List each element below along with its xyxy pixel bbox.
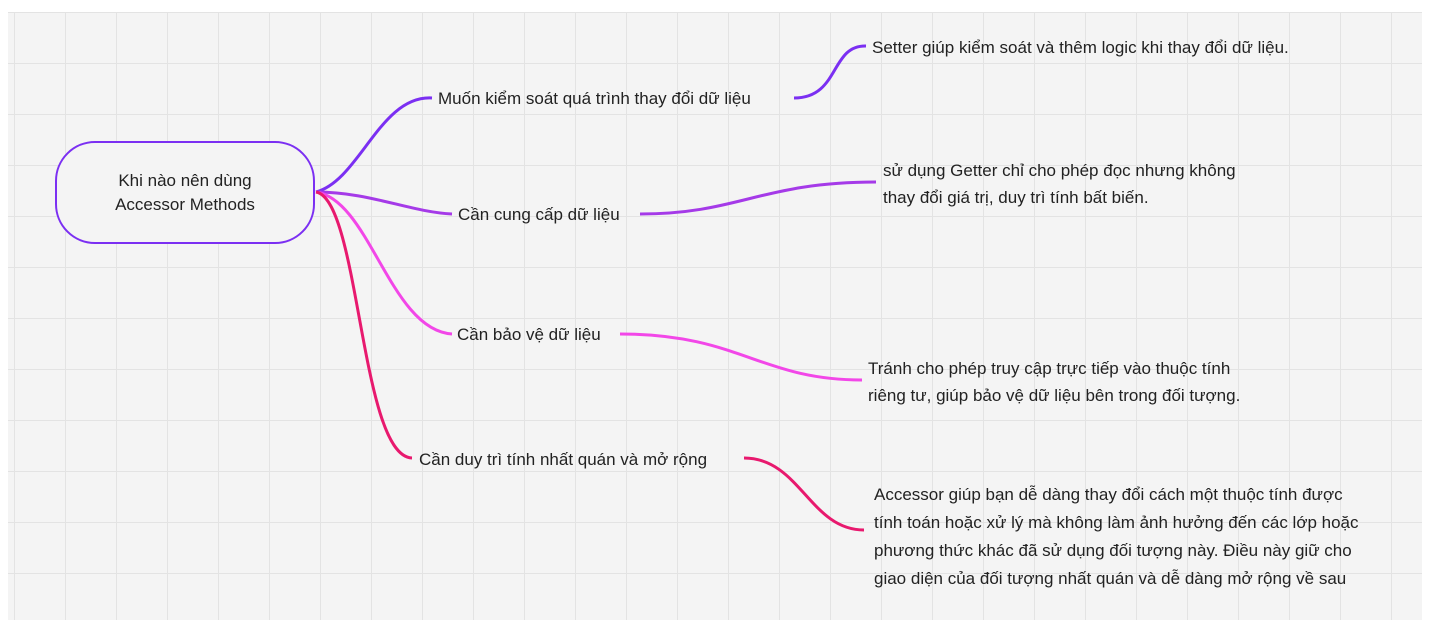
branch-1-label[interactable]: Muốn kiểm soát quá trình thay đổi dữ liệ… bbox=[438, 89, 751, 108]
branch-4-detail-line-4: giao diện của đối tượng nhất quán và dễ … bbox=[874, 569, 1347, 588]
branch-3-detail[interactable]: Tránh cho phép truy cập trực tiếp vào th… bbox=[868, 355, 1240, 409]
root-node-line-1: Khi nào nên dùng bbox=[118, 170, 252, 190]
connector-root-branch-1 bbox=[315, 96, 433, 194]
connector-branch-3-detail bbox=[619, 332, 863, 382]
branch-2-detail-line-2: thay đổi giá trị, duy trì tính bất biến. bbox=[883, 188, 1149, 207]
branch-3-detail-line-1: Tránh cho phép truy cập trực tiếp vào th… bbox=[868, 359, 1231, 378]
root-node[interactable]: Khi nào nên dùng Accessor Methods bbox=[55, 141, 315, 244]
connector-branch-2-detail bbox=[639, 180, 877, 216]
branch-4-detail-line-2: tính toán hoặc xử lý mà không làm ảnh hư… bbox=[874, 513, 1359, 532]
branch-4-detail-line-1: Accessor giúp bạn dễ dàng thay đổi cách … bbox=[874, 485, 1343, 504]
branch-3-label[interactable]: Cần bảo vệ dữ liệu bbox=[457, 325, 601, 344]
branch-1-detail-line-1: Setter giúp kiểm soát và thêm logic khi … bbox=[872, 38, 1289, 57]
connector-root-branch-2 bbox=[315, 190, 453, 216]
connector-branch-1-detail bbox=[793, 44, 867, 100]
connector-root-branch-3 bbox=[315, 190, 453, 336]
branch-4-detail-line-3: phương thức khác đã sử dụng đối tượng nà… bbox=[874, 541, 1352, 560]
root-node-line-2: Accessor Methods bbox=[115, 194, 255, 214]
branch-2-label[interactable]: Cần cung cấp dữ liệu bbox=[458, 205, 620, 224]
mindmap-canvas bbox=[8, 12, 1422, 620]
branch-4-detail[interactable]: Accessor giúp bạn dễ dàng thay đổi cách … bbox=[874, 481, 1359, 593]
branch-3-detail-line-2: riêng tư, giúp bảo vệ dữ liệu bên trong … bbox=[868, 386, 1241, 405]
connector-root-branch-4 bbox=[315, 190, 413, 460]
branch-1-detail[interactable]: Setter giúp kiểm soát và thêm logic khi … bbox=[872, 34, 1289, 61]
branch-4-label[interactable]: Cần duy trì tính nhất quán và mở rộng bbox=[419, 450, 708, 469]
connector-branch-4-detail bbox=[743, 456, 865, 532]
branch-2-detail[interactable]: sử dụng Getter chỉ cho phép đọc nhưng kh… bbox=[883, 157, 1236, 211]
branch-2-detail-line-1: sử dụng Getter chỉ cho phép đọc nhưng kh… bbox=[883, 161, 1236, 180]
